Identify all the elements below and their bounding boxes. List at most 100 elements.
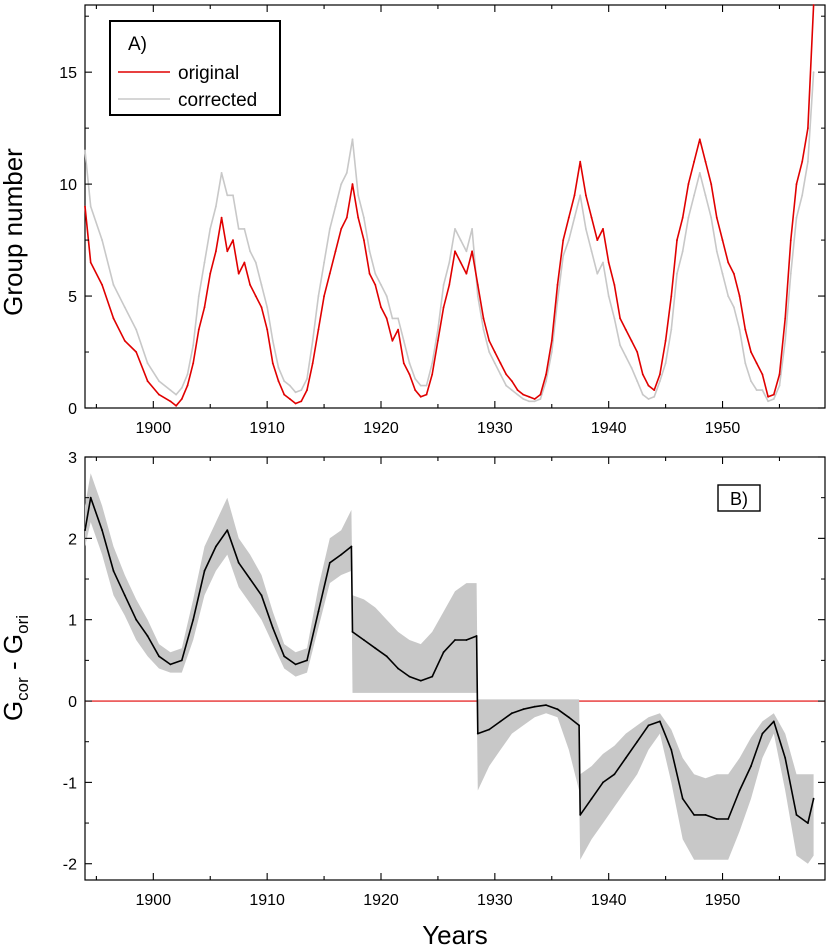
data-point: [704, 814, 707, 816]
data-point: [437, 328, 439, 331]
data-point: [607, 261, 610, 264]
y-tick-label: 0: [68, 694, 77, 711]
data-point: [459, 239, 462, 242]
data-point: [784, 757, 787, 759]
data-point: [454, 639, 456, 641]
data-point: [442, 651, 445, 654]
data-point: [317, 610, 320, 613]
data-point: [585, 194, 587, 197]
data-point: [306, 659, 308, 662]
data-point: [123, 339, 126, 342]
data-point: [328, 272, 331, 275]
y-tick-label: 5: [68, 289, 77, 306]
data-point: [283, 393, 286, 396]
data-point: [260, 594, 263, 597]
data-point: [744, 328, 747, 331]
data-point: [715, 216, 718, 219]
data-point: [545, 704, 547, 706]
x-tick-label: 1950: [705, 420, 741, 437]
panel-b-label-box: [717, 484, 761, 512]
data-point: [380, 306, 382, 309]
panel-b-ylabel-mid: - G: [0, 634, 28, 677]
data-point: [226, 194, 229, 197]
data-point: [283, 655, 286, 658]
data-point: [613, 773, 616, 776]
data-point: [596, 239, 599, 242]
data-point: [641, 373, 644, 376]
data-point: [448, 261, 451, 264]
x-tick-label: 1900: [136, 892, 172, 909]
data-point: [522, 708, 525, 711]
data-point: [550, 339, 553, 342]
data-point: [294, 402, 297, 405]
data-point: [545, 380, 547, 382]
data-point: [784, 317, 787, 320]
data-point: [664, 339, 667, 342]
data-point: [704, 194, 707, 197]
data-point: [419, 395, 422, 398]
data-point: [567, 216, 570, 219]
data-point: [437, 339, 439, 342]
data-point: [795, 216, 798, 219]
data-point: [698, 138, 701, 141]
data-point: [226, 529, 229, 532]
data-point: [488, 339, 491, 342]
data-point: [567, 239, 570, 242]
legend-label-corrected: corrected: [178, 90, 257, 111]
data-point: [590, 216, 593, 219]
data-point: [220, 172, 223, 174]
data-point: [414, 378, 417, 380]
data-point: [533, 705, 536, 708]
data-point: [306, 378, 308, 380]
data-point: [294, 663, 297, 666]
y-tick-label: -2: [63, 857, 77, 874]
data-point: [488, 728, 491, 731]
data-point: [641, 393, 644, 396]
x-tick-label: 1900: [136, 420, 172, 437]
data-point: [602, 781, 604, 784]
data-point: [237, 561, 240, 564]
data-point: [789, 239, 792, 242]
data-point: [243, 261, 246, 264]
data-point: [385, 655, 388, 658]
data-point: [351, 631, 354, 633]
data-point: [585, 228, 587, 230]
data-point: [209, 228, 212, 230]
data-point: [323, 295, 325, 297]
series-line-corrected: [84, 72, 815, 403]
data-point: [602, 228, 604, 230]
data-point: [516, 389, 519, 391]
data-point: [180, 398, 183, 400]
data-point: [636, 380, 639, 382]
data-point: [408, 362, 411, 365]
uncertainty-band: [85, 473, 814, 864]
data-point: [84, 149, 86, 152]
data-point: [670, 295, 673, 297]
x-axis-label: Years: [422, 920, 488, 949]
panel-b-ylabel-sub1: cor: [13, 677, 32, 701]
data-point: [471, 228, 473, 230]
data-point: [573, 216, 576, 219]
data-point: [249, 578, 252, 580]
data-point: [578, 724, 580, 727]
data-point: [266, 328, 269, 331]
x-tick-label: 1910: [249, 420, 285, 437]
data-point: [112, 570, 115, 572]
data-point: [397, 667, 399, 670]
data-point: [402, 339, 405, 342]
data-point: [169, 389, 172, 391]
data-point: [277, 380, 280, 382]
data-point: [556, 299, 559, 302]
x-tick-label: 1940: [591, 892, 627, 909]
data-point: [789, 272, 792, 275]
data-point: [408, 373, 411, 376]
data-point: [146, 635, 149, 637]
data-point: [209, 272, 212, 275]
y-tick-label: 15: [59, 65, 77, 82]
data-point: [807, 160, 809, 163]
data-point: [391, 317, 394, 320]
data-point: [772, 720, 775, 723]
data-point: [180, 387, 183, 389]
data-point: [659, 380, 661, 382]
data-point: [300, 389, 303, 391]
